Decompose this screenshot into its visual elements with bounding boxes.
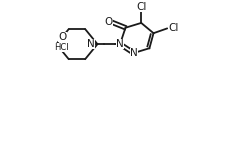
Text: O: O <box>58 32 67 42</box>
Text: N: N <box>88 39 95 49</box>
Text: Cl: Cl <box>137 2 147 12</box>
Text: O: O <box>105 17 113 27</box>
Text: HCl: HCl <box>55 43 69 52</box>
Text: N: N <box>130 48 137 58</box>
Text: Cl: Cl <box>168 23 179 33</box>
Text: N: N <box>116 39 124 49</box>
